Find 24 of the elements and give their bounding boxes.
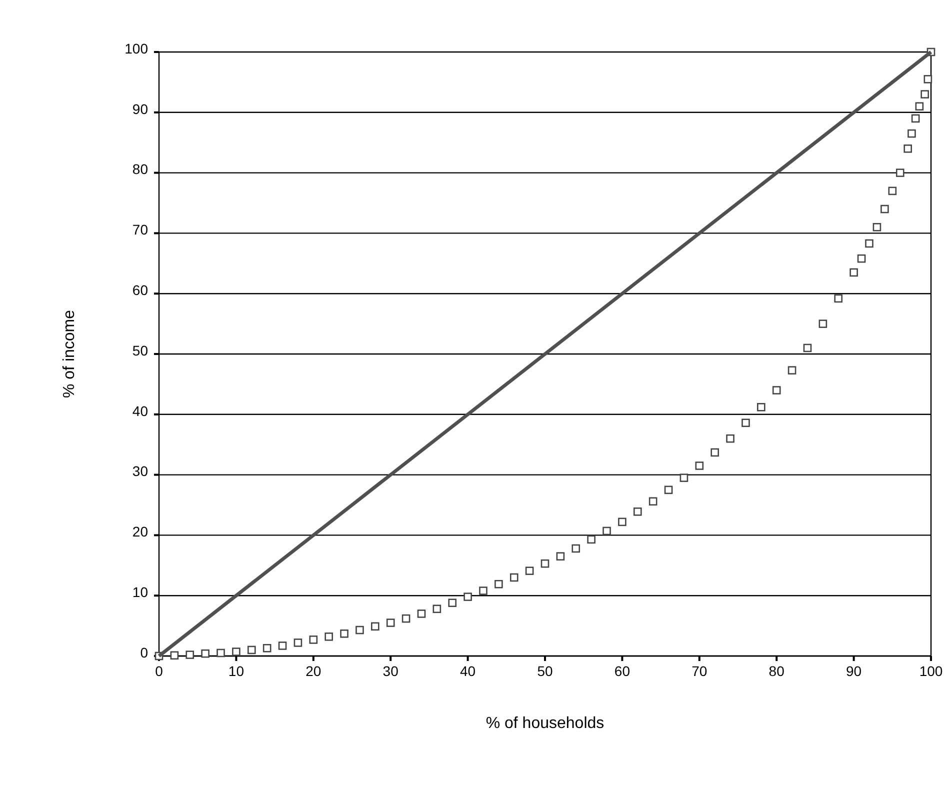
x-tick-label: 0 <box>155 663 164 679</box>
x-tick-label: 60 <box>614 663 630 679</box>
x-tick-label: 10 <box>228 663 244 679</box>
y-tick-label: 30 <box>132 463 148 480</box>
x-axis-title: % of households <box>486 715 604 732</box>
x-tick-label: 100 <box>919 663 943 679</box>
y-tick-label: 40 <box>132 402 148 419</box>
y-tick-label: 0 <box>140 644 148 660</box>
y-tick-label: 50 <box>132 342 148 358</box>
x-tick-label: 20 <box>306 663 322 679</box>
y-tick-label: 100 <box>124 40 148 56</box>
x-tick-label: 40 <box>460 663 476 679</box>
y-tick-label: 90 <box>132 100 148 117</box>
y-tick-label: 20 <box>132 524 148 540</box>
y-axis-title: % of income <box>61 310 78 398</box>
y-tick-label: 80 <box>132 161 148 178</box>
y-tick-label: 10 <box>132 584 148 600</box>
y-tick-label: 70 <box>132 222 148 238</box>
x-tick-label: 90 <box>846 663 862 679</box>
x-tick-label: 80 <box>768 663 785 679</box>
x-tick-label: 70 <box>692 663 708 679</box>
y-tick-label: 60 <box>132 282 148 298</box>
x-tick-label: 30 <box>382 663 399 679</box>
x-tick-label: 50 <box>537 663 553 679</box>
